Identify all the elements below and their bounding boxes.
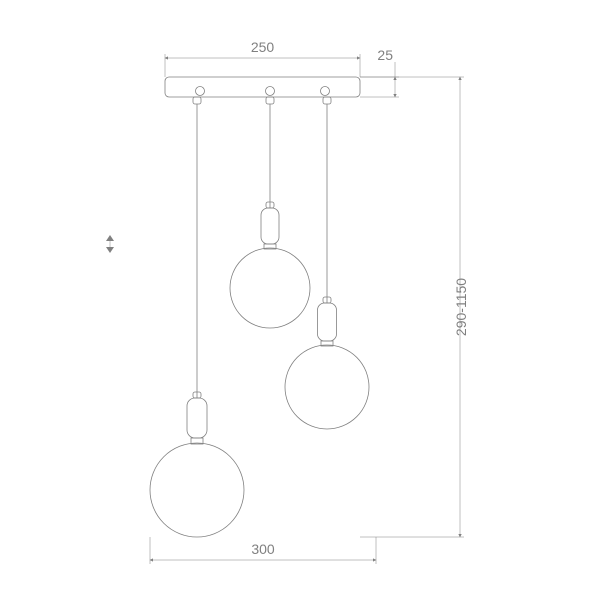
- socket-0: [187, 398, 207, 438]
- plate-screw-2: [321, 87, 330, 96]
- plate-screw-0: [196, 87, 205, 96]
- pendant-0: [150, 97, 244, 537]
- adjustable-icon: [106, 235, 114, 253]
- ceiling-plate: [165, 77, 360, 97]
- bulb-2: [285, 345, 369, 429]
- dim-plate-width-label: 250: [251, 39, 275, 55]
- pendant-2: [285, 97, 369, 429]
- dim-spread-label: 300: [251, 541, 275, 557]
- socket-2: [318, 303, 337, 341]
- dim-plate-height-label: 25: [377, 47, 393, 63]
- socket-1: [261, 208, 279, 244]
- plate-screw-1: [266, 87, 275, 96]
- dim-overall-height-label: 290-1150: [453, 278, 469, 336]
- pendant-1: [230, 97, 310, 328]
- bulb-0: [150, 443, 244, 537]
- bulb-1: [230, 248, 310, 328]
